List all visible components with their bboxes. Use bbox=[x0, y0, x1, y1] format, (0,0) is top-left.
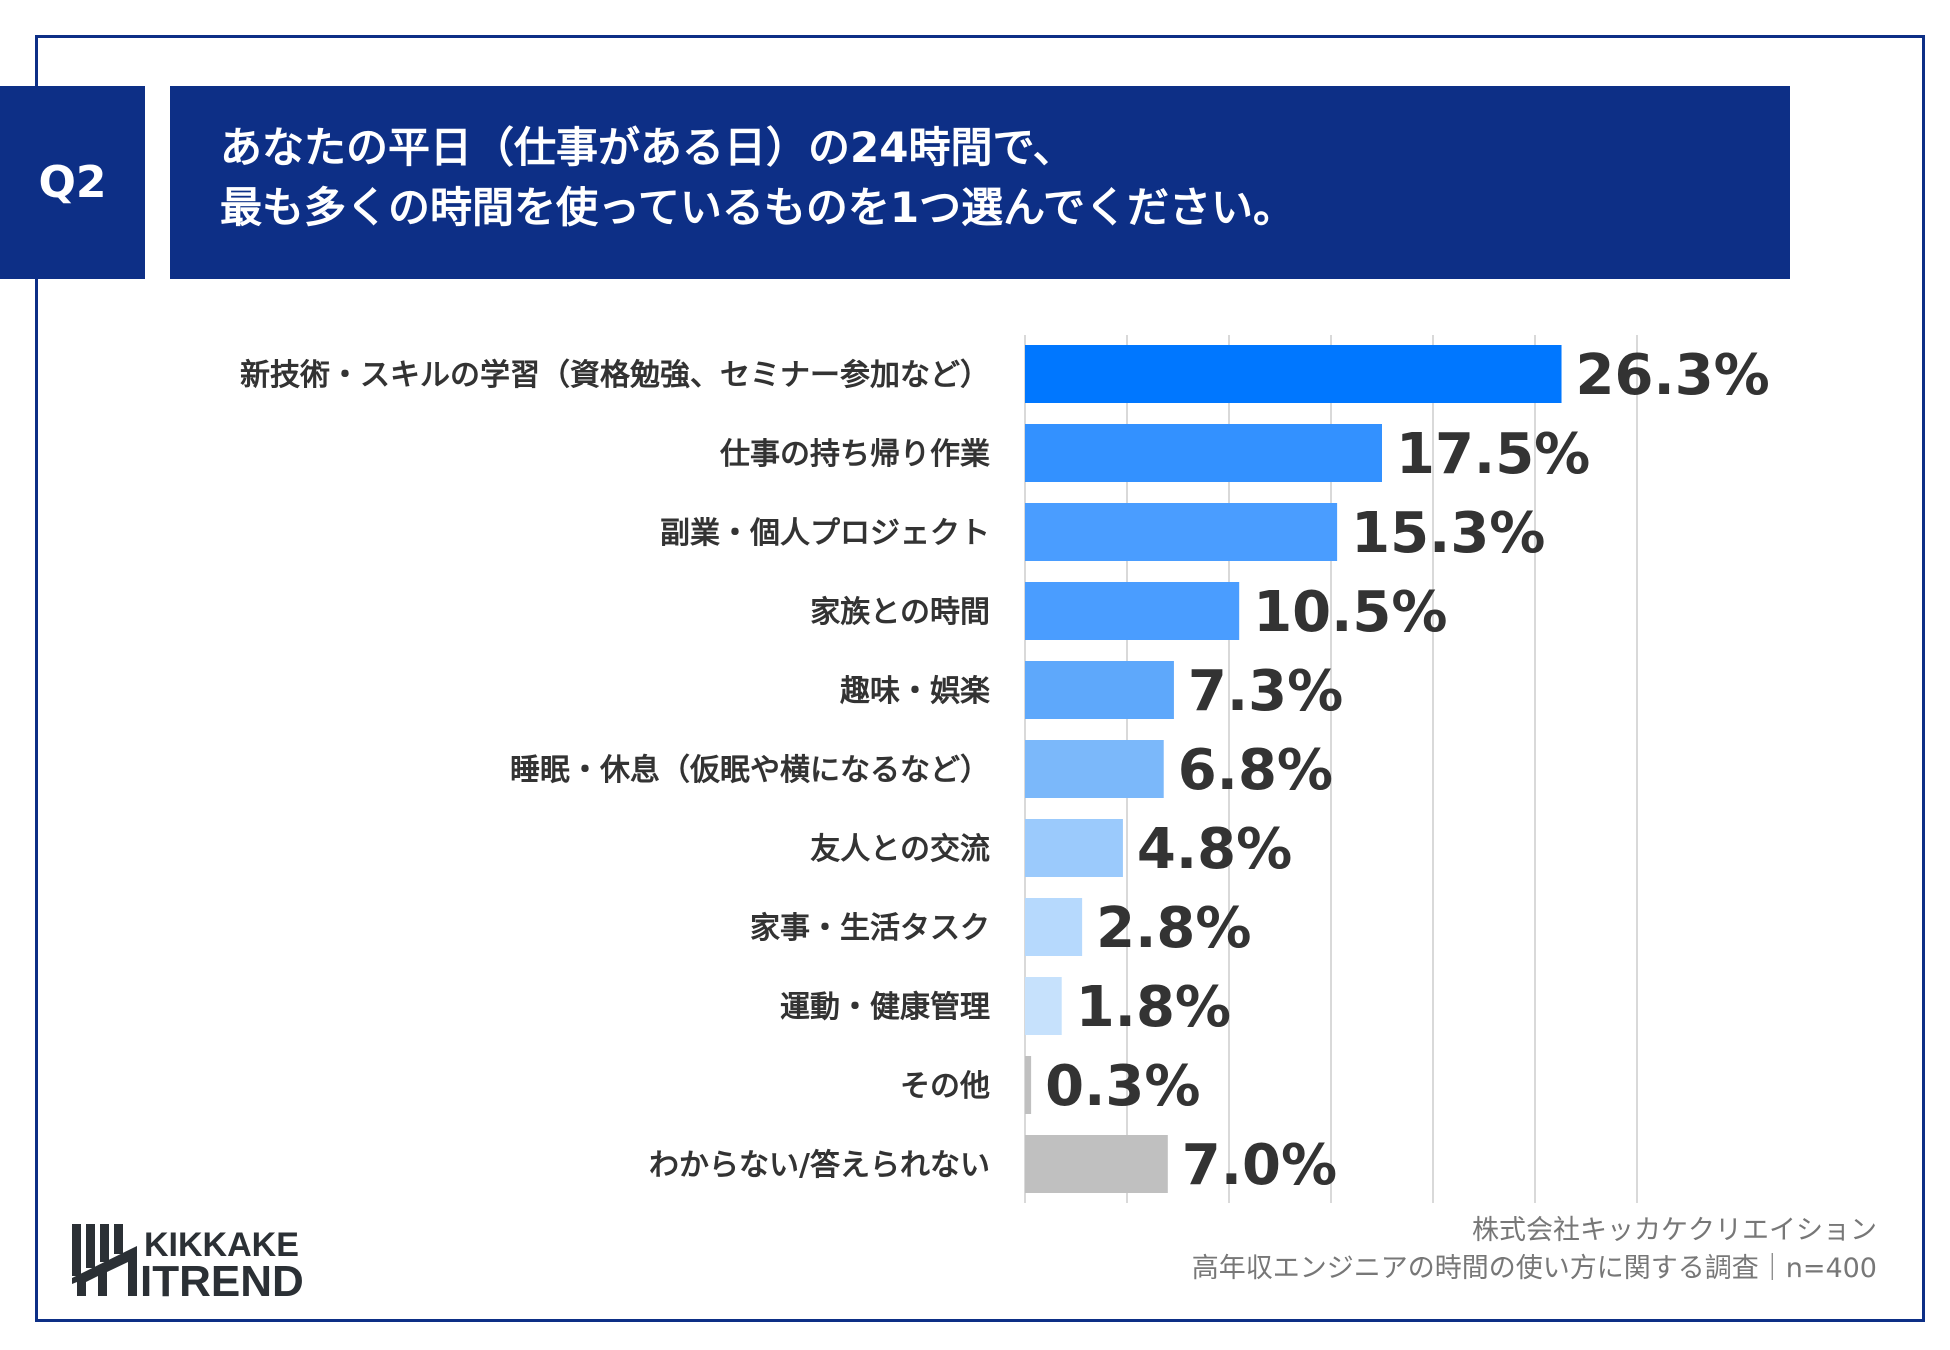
survey-name: 高年収エンジニアの時間の使い方に関する調査｜n=400 bbox=[1191, 1253, 1877, 1284]
bar bbox=[1025, 898, 1083, 956]
data-label: 6.8% bbox=[1178, 738, 1333, 803]
category-label: わからない/答えられない bbox=[649, 1148, 990, 1183]
category-label: 趣味・娯楽 bbox=[840, 674, 990, 709]
data-label: 7.0% bbox=[1182, 1133, 1337, 1198]
question-title: あなたの平日（仕事がある日）の24時間で、 最も多くの時間を使っているものを1つ… bbox=[170, 86, 1790, 279]
title-line-1: あなたの平日（仕事がある日）の24時間で、 bbox=[220, 123, 1075, 172]
question-number: Q2 bbox=[0, 86, 145, 279]
bar bbox=[1025, 819, 1123, 877]
category-label: 副業・個人プロジェクト bbox=[660, 516, 990, 551]
outer-frame bbox=[35, 35, 1925, 1322]
category-label: 家族との時間 bbox=[810, 595, 990, 630]
logo-text-1: KIKKAKE bbox=[144, 1226, 299, 1264]
bar bbox=[1025, 1056, 1032, 1114]
logo-text-2: ITREND bbox=[140, 1257, 304, 1302]
bar bbox=[1025, 740, 1164, 798]
bar bbox=[1025, 582, 1240, 640]
category-label: 睡眠・休息（仮眠や横になるなど） bbox=[510, 753, 990, 788]
category-label: 運動・健康管理 bbox=[780, 990, 990, 1025]
bar bbox=[1025, 1135, 1168, 1193]
data-label: 26.3% bbox=[1576, 343, 1770, 408]
bar bbox=[1025, 661, 1174, 719]
data-label: 17.5% bbox=[1396, 422, 1590, 487]
category-label: 家事・生活タスク bbox=[750, 911, 990, 946]
kikkake-itrend-logo: KIKKAKE ITREND bbox=[72, 1222, 342, 1306]
data-label: 0.3% bbox=[1045, 1054, 1200, 1119]
title-line-2: 最も多くの時間を使っているものを1つ選んでください。 bbox=[220, 183, 1296, 232]
category-label: 友人との交流 bbox=[810, 832, 990, 867]
category-label: その他 bbox=[900, 1069, 990, 1104]
data-label: 7.3% bbox=[1188, 659, 1343, 724]
data-label: 2.8% bbox=[1096, 896, 1251, 961]
data-label: 10.5% bbox=[1253, 580, 1447, 645]
category-label: 仕事の持ち帰り作業 bbox=[719, 437, 990, 472]
bar bbox=[1025, 503, 1338, 561]
data-label: 4.8% bbox=[1137, 817, 1292, 882]
bar bbox=[1025, 977, 1062, 1035]
company-name: 株式会社キッカケクリエイション bbox=[1472, 1215, 1877, 1246]
footer-credits: 株式会社キッカケクリエイション 高年収エンジニアの時間の使い方に関する調査｜n=… bbox=[1192, 1212, 1877, 1288]
category-label: 新技術・スキルの学習（資格勉強、セミナー参加など） bbox=[240, 358, 990, 393]
data-label: 1.8% bbox=[1076, 975, 1231, 1040]
bar bbox=[1025, 345, 1562, 403]
data-label: 15.3% bbox=[1351, 501, 1545, 566]
bar bbox=[1025, 424, 1382, 482]
